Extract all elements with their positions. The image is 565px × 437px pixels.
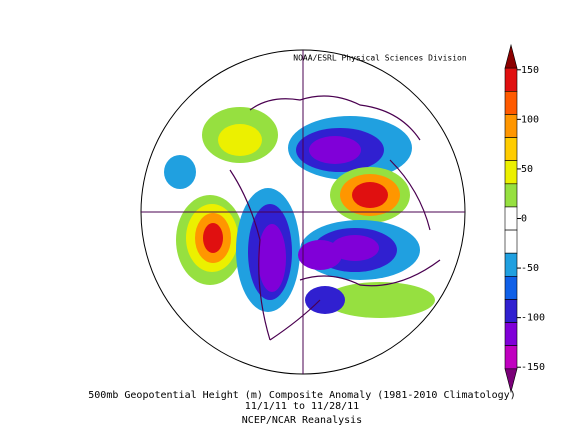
colorbar-tick-label: -100 [521, 313, 545, 324]
colorbar-swatch [504, 67, 518, 92]
colorbar-tick-label: 100 [521, 114, 539, 125]
colorbar-swatch [504, 368, 518, 394]
colorbar-swatch [504, 229, 518, 254]
colorbar-tick-label: -50 [521, 263, 539, 274]
colorbar-swatch [504, 322, 518, 347]
caption: NCEP/NCAR Reanalysis [242, 415, 362, 426]
colorbar-swatch [504, 90, 518, 115]
caption: 500mb Geopotential Height (m) Composite … [88, 390, 515, 401]
colorbar-tick-label: -150 [521, 362, 545, 373]
colorbar-swatch [504, 276, 518, 300]
colorbar-swatch [504, 114, 518, 138]
colorbar-swatch [504, 43, 518, 69]
colorbar-tick-label: 50 [521, 164, 533, 175]
colorbar-swatch [504, 183, 518, 208]
caption: 11/1/11 to 11/28/11 [245, 401, 359, 412]
colorbar-swatch [504, 137, 518, 161]
colorbar-swatch [504, 252, 518, 277]
colorbar-tick-label: 0 [521, 214, 527, 225]
anomaly-map [164, 95, 441, 341]
colorbar-swatch [504, 206, 518, 231]
colorbar-swatch [504, 299, 518, 323]
colorbar-tick-label: 150 [521, 65, 539, 76]
colorbar-swatch [504, 160, 518, 185]
colorbar-swatch [504, 345, 518, 370]
credit: NOAA/ESRL Physical Sciences Division [293, 54, 467, 63]
colorbar: 150 100 50 0 -50 -100 -150 [504, 43, 545, 394]
